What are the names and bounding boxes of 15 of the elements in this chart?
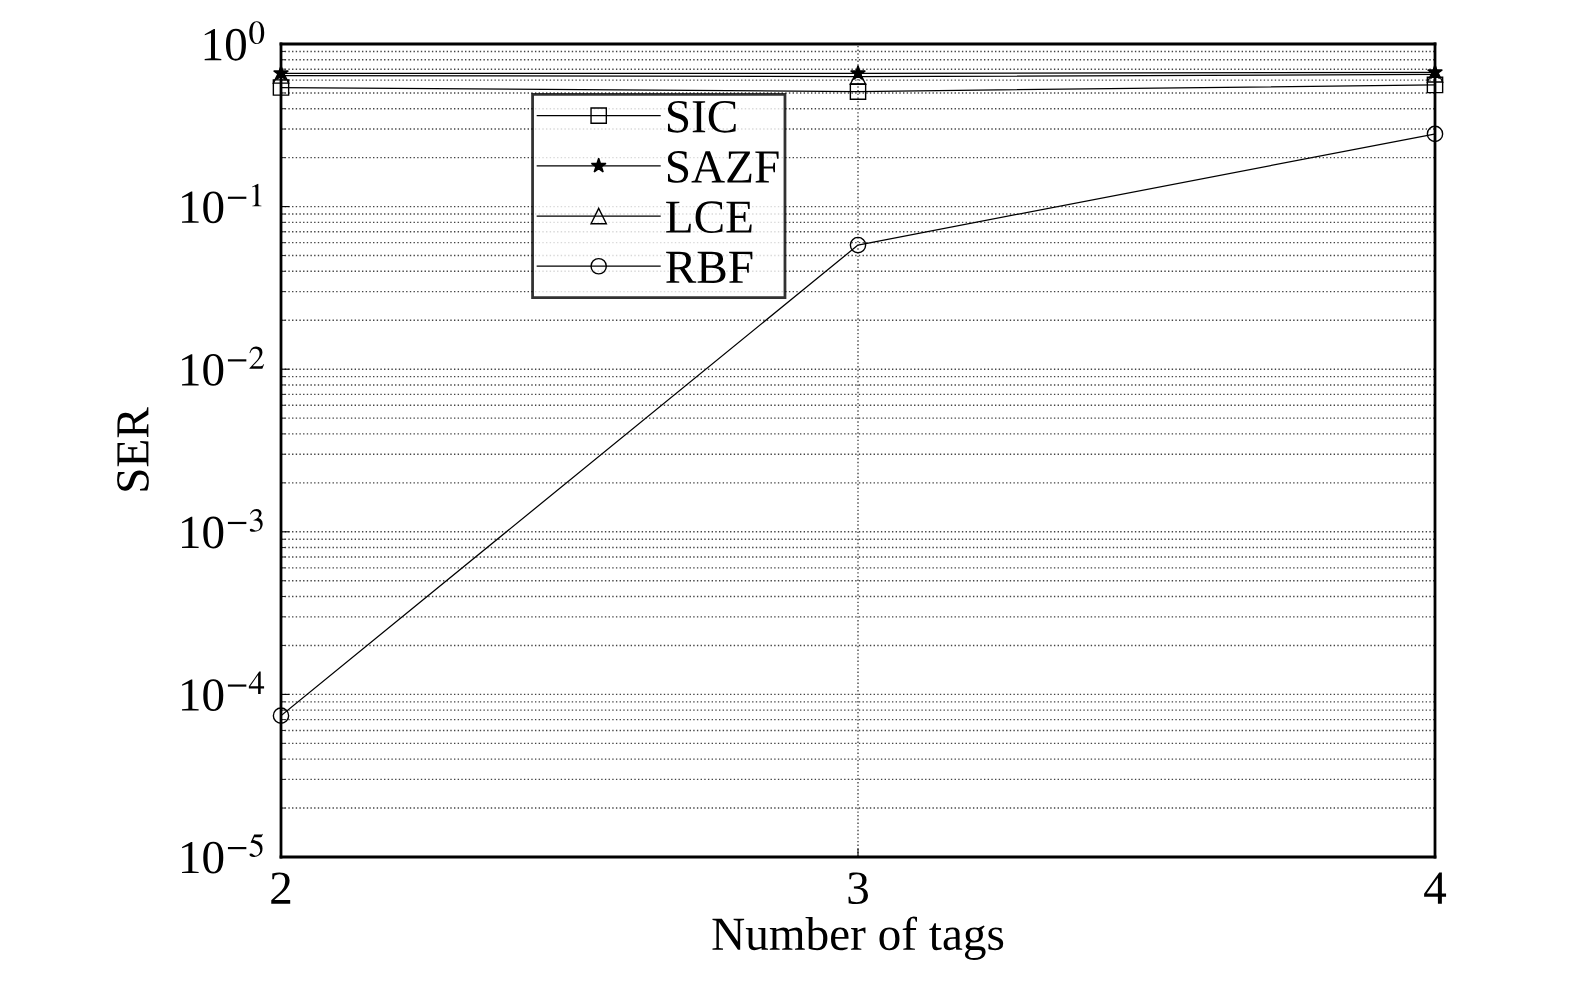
y-tick-label: 10$^{−3}$ <box>182 508 263 549</box>
y-tick-label: 10$^{−2}$ <box>182 346 265 386</box>
legend-label: SIC <box>667 100 736 133</box>
y-tick-label: 10$^{−5}$ <box>182 833 263 874</box>
legend-label: RBF <box>666 251 753 283</box>
y-tick-label: 10$^{−1}$ <box>182 183 262 224</box>
legend-label: SAZF <box>667 151 779 183</box>
y-tick-label: 10$^{0}$ <box>204 21 265 61</box>
x-tick-label: 4 <box>1424 872 1447 904</box>
y-axis-title: SER <box>117 407 149 491</box>
x-axis-title: Number of tags <box>712 916 1004 960</box>
x-tick-label: 2 <box>271 872 291 904</box>
x-tick-label: 3 <box>848 872 868 905</box>
y-tick-label: 10$^{−4}$ <box>182 671 265 712</box>
legend-label: LCE <box>666 201 752 234</box>
